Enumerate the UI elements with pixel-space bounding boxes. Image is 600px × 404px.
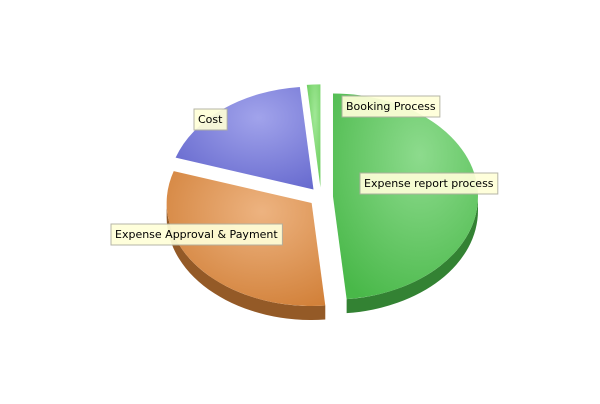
slice-labels-layer: Expense report process Expense Approval &… [110, 95, 499, 246]
slice-label-text-0: Expense report process [364, 177, 494, 190]
slice-label-2: Cost [193, 108, 228, 131]
slice-sides-layer [166, 196, 478, 321]
slice-label-text-1: Expense Approval & Payment [115, 228, 278, 241]
slice-label-box-3 [341, 95, 441, 118]
slice-label-1: Expense Approval & Payment [110, 223, 283, 246]
slice-label-box-1 [110, 223, 283, 246]
slice-side-0 [346, 196, 478, 314]
pie-slice-0[interactable] [332, 93, 478, 300]
pie-slice-2[interactable] [175, 86, 314, 190]
pie-slice-3[interactable] [306, 84, 321, 188]
slice-label-text-2: Cost [198, 113, 223, 126]
slice-label-text-3: Booking Process [346, 100, 436, 113]
slice-side-1 [166, 203, 326, 321]
slice-label-0: Expense report process [359, 172, 499, 195]
slice-label-3: Booking Process [341, 95, 441, 118]
slice-label-box-0 [359, 172, 499, 195]
slice-label-box-2 [193, 108, 228, 131]
